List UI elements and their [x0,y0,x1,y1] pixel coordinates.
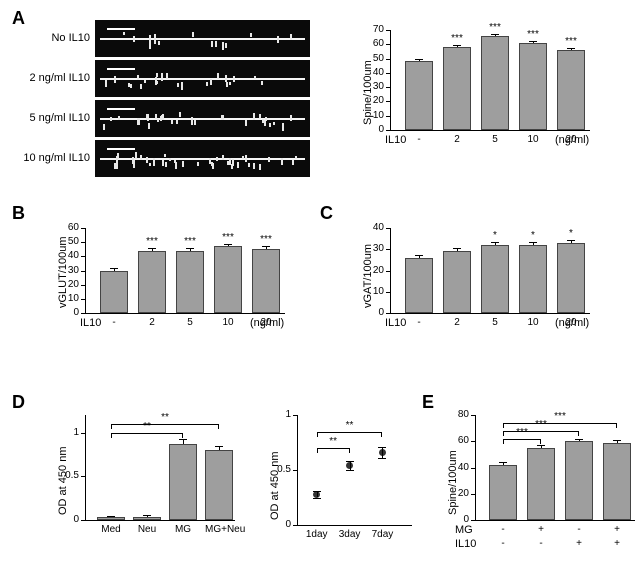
chartA-ylabel: Spine/100um [362,60,374,125]
chartB-ylabel: vGLUT/100um [57,236,69,308]
micrograph-label-0: No IL10 [8,32,90,44]
panel-label-e: E [422,392,434,413]
micrograph-label-2: 5 ng/ml IL10 [8,112,90,124]
panel-label-b: B [12,203,25,224]
chartC-ylabel: vGAT/100um [362,244,374,308]
panel-label-a: A [12,8,25,29]
chart-c: 010203040vGAT/100um-2*5*10*20IL10(ng/ml) [355,213,595,343]
panel-label-d: D [12,392,25,413]
panel-label-c: C [320,203,333,224]
chart-b: 0102030405060vGLUT/100um-***2***5***10**… [50,213,290,343]
micrograph-3 [95,140,310,177]
chartE-ylabel: Spine/100um [447,450,459,515]
chartD1-ylabel: OD at 450 nm [57,447,69,515]
micrograph-panel: No IL102 ng/ml IL105 ng/ml IL1010 ng/ml … [95,20,310,180]
chart-a: 010203040506070Spine/100um-***2***5***10… [355,15,595,160]
chart-d1: 00.51OD at 450 nmMedNeuMGMG+Neu**** [50,400,240,550]
micrograph-label-1: 2 ng/ml IL10 [8,72,90,84]
micrograph-0 [95,20,310,57]
micrograph-1 [95,60,310,97]
chart-d2: 00.51OD at 450 nm1day3day7day**** [262,400,417,550]
micrograph-label-3: 10 ng/ml IL10 [8,152,90,164]
chart-e: 020406080Spine/100um*********MGIL10--+--… [440,400,637,550]
micrograph-2 [95,100,310,137]
